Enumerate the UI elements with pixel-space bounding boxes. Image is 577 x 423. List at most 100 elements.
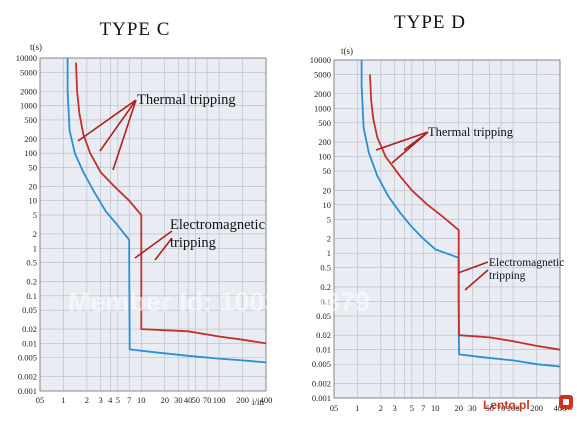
x-tick-label: 10 [137,395,146,405]
y-tick-label: 20 [29,181,38,191]
y-tick-label: 20 [323,185,332,195]
x-tick-label: 7 [127,395,131,405]
chart-title: TYPE D [394,12,466,33]
x-tick-label: 05 [36,395,45,405]
y-axis-label: t(s) [30,42,42,52]
annotation-thermal-label: Thermal tripping [137,92,236,108]
y-tick-label: 2000 [314,89,331,99]
y-tick-label: 0.05 [22,305,37,315]
x-tick-labels: 05 1 2 3 4 5 7 10 20 30 40 50 70 100 200 400 [36,395,273,405]
y-tick-label: 0.5 [320,263,331,273]
x-tick-label: 7 [421,403,425,413]
y-tick-label: 0.01 [22,338,37,348]
annotation-thermal: Thermal tripping [375,125,514,164]
y-tick-label: 50 [323,166,332,176]
y-tick-label: 100 [318,152,331,162]
x-tick-label: 1 [61,395,65,405]
y-tick-label: 2 [33,229,37,239]
x-tick-label: 2 [379,403,383,413]
y-tick-label: 0.02 [316,330,331,340]
y-tick-label: 10 [29,196,38,206]
y-tick-label: 0.5 [26,258,37,268]
x-tick-label: 4 [108,395,113,405]
brand-name: Lento.pl [483,398,530,412]
y-tick-label: 10000 [310,55,331,65]
y-tick-label: 200 [318,137,331,147]
plot-frame [333,59,561,399]
x-tick-label: 200 [530,403,543,413]
y-tick-label: 500 [318,118,331,128]
plot-frame [39,57,267,392]
y-tick-label: 0.2 [320,282,331,292]
y-tick-label: 0.05 [316,311,331,321]
y-tick-label: 0.002 [18,372,37,382]
pointer-thermal [375,131,429,164]
annotation-electromagnetic-label: Electromagnetic tripping [489,257,567,282]
x-tick-label: 3 [392,403,396,413]
chart-title: TYPE C [100,19,171,40]
watermark-text: Member Id: 1003209879 [68,287,370,317]
x-tick-label: 20 [454,403,463,413]
y-tick-label: 500 [24,115,37,125]
y-tick-label: 1 [33,243,37,253]
annotation-line-1: Electromagnetic [489,257,564,269]
y-tick-label: 200 [24,134,37,144]
y-tick-label: 10 [323,200,332,210]
x-tick-labels: 05123571020305070100200400 [330,403,567,413]
y-axis-label: t(s) [341,46,353,56]
annotation-line-2: tripping [489,270,526,282]
x-tick-label: 50 [191,395,200,405]
annotation-thermal-label: Thermal tripping [428,125,514,139]
plot-area [334,60,560,398]
series-group [66,58,267,364]
series-line-blue [66,58,267,364]
y-tick-label: 0.002 [312,378,331,388]
y-tick-label: 0.01 [316,345,331,355]
y-tick-label: 10000 [16,53,37,63]
x-tick-label: 70 [497,403,506,413]
y-tick-label: 5000 [20,67,37,77]
y-tick-label: 1000 [314,103,331,113]
x-tick-label: 100 [213,395,226,405]
plot-area [40,58,266,391]
x-axis-label: i/in [252,397,265,407]
x-tick-label: 10 [431,403,440,413]
y-tick-labels: 10000 5000 2000 1000 500 200 100 50 20 10 5 2 1 0.5 0.… [310,55,331,403]
y-tick-label: 0.001 [18,386,37,396]
x-tick-label: 2 [85,395,89,405]
annotation-line-1: Electromagnetic [170,217,265,233]
y-tick-label: 0.001 [312,393,331,403]
y-tick-label: 1000 [20,101,37,111]
pointer-thermal [77,99,137,171]
x-tick-label: 30 [468,403,477,413]
x-tick-label: 5 [116,395,120,405]
y-tick-label: 50 [29,162,38,172]
y-tick-label: 0.2 [26,277,37,287]
y-tick-label: 0.1 [26,291,37,301]
y-tick-label: 0.1 [320,296,331,306]
y-tick-label: 0.005 [18,353,37,363]
x-tick-label: 05 [330,403,339,413]
x-tick-label: 3 [98,395,102,405]
y-tick-label: 1 [327,248,331,258]
y-tick-label: 0.005 [312,359,331,369]
pointer-electromagnetic [457,261,489,291]
series-line-red [369,74,561,351]
brand-logo: Lento.pl [483,395,573,412]
logo-badge-inner-icon [563,399,569,405]
x-tick-label: 70 [203,395,212,405]
y-tick-label: 5 [327,214,331,224]
chart-type-d: TYPE D t(s) i/in 10000500020001000500200… [310,12,573,413]
annotation-line-2: tripping [170,235,216,251]
x-tick-label: 200 [236,395,249,405]
y-tick-label: 2 [327,234,331,244]
annotation-electromagnetic: Electromagnetic tripping [134,217,265,261]
annotation-electromagnetic-label: Electromagnetic tripping [170,217,265,251]
annotation-electromagnetic: Electromagnetic tripping [457,257,567,291]
x-tick-label: 5 [410,403,414,413]
x-tick-label: 400 [260,395,273,405]
x-tick-label: 40 [184,395,193,405]
series-line-blue [360,60,561,368]
y-tick-label: 5 [33,210,37,220]
y-tick-label: 2000 [20,86,37,96]
